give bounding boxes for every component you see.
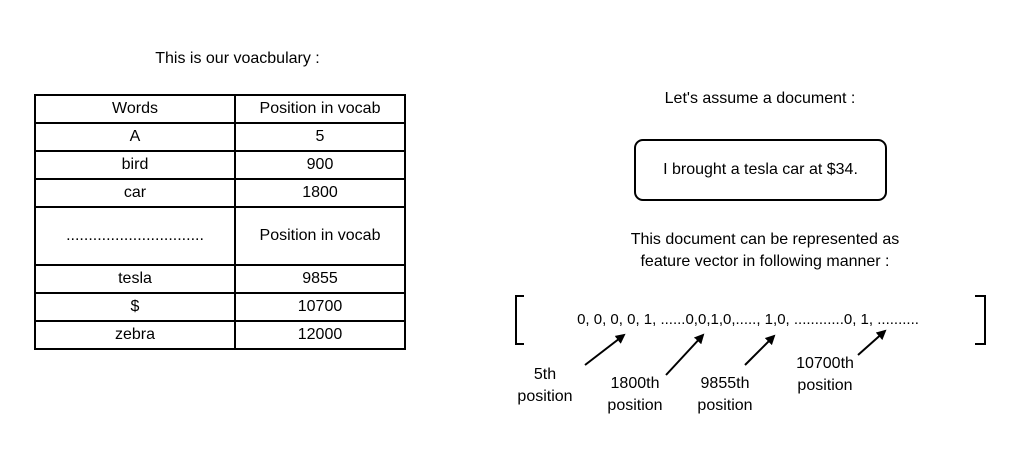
table-cell-word: tesla: [34, 264, 236, 294]
arrow-5th-position: [584, 333, 626, 366]
position-label-1800th: 1800th position: [595, 373, 675, 417]
position-label-line-2: position: [797, 377, 853, 394]
header-position: Position in vocab: [234, 94, 406, 124]
position-label-9855th: 9855th position: [686, 373, 764, 417]
table-header-row: Words Position in vocab: [34, 94, 406, 124]
representation-caption: This document can be represented as feat…: [560, 229, 970, 273]
feature-vector-text: 0, 0, 0, 0, 1, ......0,0,1,0,....., 1,0,…: [577, 311, 919, 328]
vocabulary-title: This is our voacbulary :: [155, 50, 320, 67]
arrow-10700th-position: [857, 329, 887, 356]
vocabulary-table: Words Position in vocab A 5 bird 900 car…: [34, 94, 406, 350]
vector-right-bracket: [975, 295, 986, 345]
position-label-line-2: position: [697, 397, 753, 414]
table-row: zebra 12000: [34, 320, 406, 350]
table-cell-word: $: [34, 292, 236, 322]
position-label-line-1: 1800th: [610, 375, 660, 392]
position-label-line-1: 5th: [533, 366, 557, 383]
arrow-1800th-position: [665, 333, 705, 376]
document-title: Let's assume a document :: [664, 90, 856, 107]
vector-left-bracket: [515, 295, 524, 345]
table-cell-word: A: [34, 122, 236, 152]
header-words: Words: [34, 94, 236, 124]
position-label-line-1: 9855th: [700, 375, 750, 392]
table-row: $ 10700: [34, 292, 406, 322]
table-row: ............................... Position…: [34, 206, 406, 266]
table-row: tesla 9855: [34, 264, 406, 294]
representation-line-1: This document can be represented as: [630, 231, 900, 248]
table-row: car 1800: [34, 178, 406, 208]
table-cell-position: 10700: [234, 292, 406, 322]
table-cell-word: zebra: [34, 320, 236, 350]
position-label-line-1: 10700th: [796, 355, 854, 372]
position-label-5th: 5th position: [506, 364, 584, 408]
table-cell-position: Position in vocab: [234, 206, 406, 266]
table-row: bird 900: [34, 150, 406, 180]
position-label-line-2: position: [607, 397, 663, 414]
table-cell-word: ...............................: [34, 206, 236, 266]
table-cell-position: 12000: [234, 320, 406, 350]
representation-line-2: feature vector in following manner :: [640, 253, 890, 270]
table-cell-word: car: [34, 178, 236, 208]
document-text: I brought a tesla car at $34.: [663, 161, 858, 178]
document-box: I brought a tesla car at $34.: [634, 139, 887, 201]
table-cell-position: 5: [234, 122, 406, 152]
table-cell-position: 900: [234, 150, 406, 180]
table-cell-position: 9855: [234, 264, 406, 294]
table-cell-position: 1800: [234, 178, 406, 208]
position-label-line-2: position: [517, 388, 573, 405]
table-cell-word: bird: [34, 150, 236, 180]
arrow-9855th-position: [744, 334, 776, 366]
position-label-10700th: 10700th position: [784, 353, 866, 397]
table-row: A 5: [34, 122, 406, 152]
